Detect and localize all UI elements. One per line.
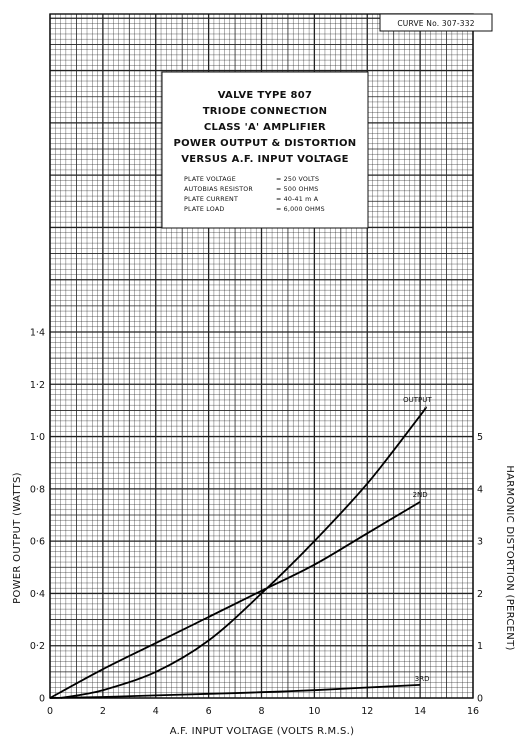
x-tick-label: 14	[414, 706, 426, 717]
title-line-4: POWER OUTPUT & DISTORTION	[174, 138, 357, 149]
x-tick-label: 2	[100, 706, 106, 717]
condition-label-2: AUTOBIAS RESISTOR	[184, 186, 253, 193]
condition-value-1: = 250 VOLTS	[276, 176, 319, 183]
y-right-axis-label: HARMONIC DISTORTION (PERCENT)	[504, 465, 515, 650]
series-line-output	[60, 406, 427, 699]
x-axis-label: A.F. INPUT VOLTAGE (VOLTS R.M.S.)	[170, 726, 355, 737]
x-tick-label: 16	[467, 706, 479, 717]
y-left-tick-label: 1·2	[30, 380, 45, 391]
y-right-tick-label: 3	[477, 537, 483, 548]
condition-label-1: PLATE VOLTAGE	[184, 176, 236, 183]
y-right-tick-label: 2	[477, 589, 483, 600]
y-right-tick-label: 4	[477, 484, 483, 495]
condition-value-4: = 6,000 OHMS	[276, 206, 325, 213]
y-left-tick-label: 0·8	[30, 484, 45, 495]
condition-value-2: = 500 OHMS	[276, 186, 318, 193]
title-line-3: CLASS 'A' AMPLIFIER	[204, 122, 326, 133]
y-left-tick-label: 0	[39, 694, 45, 705]
curve-number-box	[379, 13, 493, 32]
condition-label-3: PLATE CURRENT	[184, 196, 238, 203]
title-line-2: TRIODE CONNECTION	[203, 106, 328, 117]
series-line-2nd	[49, 501, 421, 699]
series-label-2nd: 2ND	[413, 491, 428, 499]
x-tick-label: 12	[361, 706, 373, 717]
x-tick-label: 4	[153, 706, 159, 717]
series-label-3rd: 3RD	[415, 675, 430, 683]
y-left-tick-label: 0·6	[30, 537, 45, 548]
title-line-5: VERSUS A.F. INPUT VOLTAGE	[181, 154, 349, 165]
condition-label-4: PLATE LOAD	[184, 206, 224, 213]
tick-labels: 0 2 4 6 8 10 12 14 1600·20·40·60·81·01·21·401234…	[30, 328, 483, 718]
x-tick-label: 10	[308, 706, 320, 717]
series-layer: OUTPUT 2ND 3RD	[49, 396, 432, 699]
y-left-tick-label: 1·0	[30, 432, 45, 443]
y-left-tick-label: 0·2	[30, 641, 45, 652]
y-left-tick-label: 1·4	[30, 328, 45, 339]
y-left-tick-label: 0·4	[30, 589, 45, 600]
condition-value-3: = 40-41 m A	[276, 196, 319, 203]
y-left-axis-label: POWER OUTPUT (WATTS)	[12, 472, 23, 604]
x-tick-label: 6	[206, 706, 212, 717]
series-line-3rd	[49, 684, 421, 699]
y-right-tick-label: 5	[477, 432, 483, 443]
title-box	[161, 71, 369, 229]
y-right-tick-label: 0	[477, 694, 483, 705]
plot-frame	[49, 13, 474, 699]
x-tick-label: 0	[47, 706, 53, 717]
y-right-tick-label: 1	[477, 641, 483, 652]
x-tick-label: 8	[258, 706, 264, 717]
curve-number: CURVE No. 307-332	[397, 19, 474, 28]
title-line-1: VALVE TYPE 807	[218, 90, 313, 101]
series-label-output: OUTPUT	[403, 396, 432, 404]
